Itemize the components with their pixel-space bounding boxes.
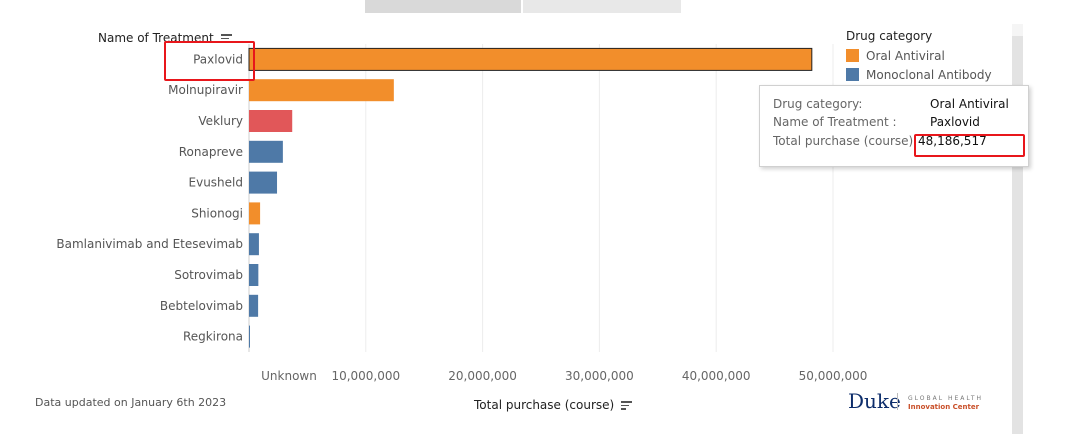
legend-item-oral-antiviral[interactable]: Oral Antiviral — [846, 46, 992, 65]
x-tick-label: 50,000,000 — [799, 369, 868, 383]
sort-icon[interactable] — [621, 401, 633, 410]
tooltip-key: Name of Treatment : — [773, 115, 897, 129]
legend-swatch — [846, 49, 859, 62]
bar[interactable] — [249, 171, 278, 194]
tooltip-row-total: Total purchase (course): 48,186,517 — [773, 134, 1023, 150]
legend-item-monoclonal-antibody[interactable]: Monoclonal Antibody — [846, 65, 992, 84]
logo-divider — [897, 393, 898, 410]
tooltip-key: Total purchase (course): — [773, 134, 918, 148]
bar[interactable] — [249, 79, 394, 102]
x-tick-label: 30,000,000 — [565, 369, 634, 383]
data-updated-note: Data updated on January 6th 2023 — [35, 396, 227, 409]
legend-title: Drug category — [846, 29, 933, 43]
category-label: Bebtelovimab — [160, 299, 243, 313]
category-label: Sotrovimab — [174, 268, 243, 282]
bar[interactable] — [249, 264, 259, 286]
legend-swatch — [846, 68, 859, 81]
bar[interactable] — [249, 233, 259, 256]
tab-2[interactable] — [523, 0, 681, 13]
category-label: Regkirona — [183, 330, 243, 344]
ghic-line1: GLOBAL HEALTH — [908, 395, 984, 402]
x-tick-label: 40,000,000 — [682, 369, 751, 383]
category-label: Bamlanivimab and Etesevimab — [56, 237, 243, 251]
legend-scrollbar[interactable] — [1012, 24, 1023, 434]
tooltip-key: Drug category: — [773, 97, 863, 111]
x-tick-label: 20,000,000 — [448, 369, 517, 383]
tooltip-value: 48,186,517 — [915, 134, 987, 148]
x-axis-title: Total purchase (course) — [474, 398, 615, 412]
duke-logo: Duke — [848, 389, 901, 413]
tooltip: Drug category: Oral Antiviral Name of Tr… — [759, 85, 1029, 167]
legend-label: Monoclonal Antibody — [866, 67, 992, 82]
bar[interactable] — [249, 140, 283, 163]
category-label: Veklury — [198, 114, 243, 128]
tooltip-value: Paxlovid — [930, 115, 980, 129]
category-label: Ronapreve — [179, 145, 243, 159]
tab-1[interactable] — [365, 0, 521, 13]
ghic-logo: GLOBAL HEALTH Innovation Center — [908, 394, 983, 412]
bar[interactable] — [249, 325, 250, 348]
scrollbar-thumb[interactable] — [1012, 24, 1023, 36]
x-tick-label: 10,000,000 — [331, 369, 400, 383]
highlight-box-paxlovid — [164, 41, 255, 81]
x-axis-header[interactable]: Total purchase (course) — [474, 398, 633, 412]
bar[interactable] — [249, 294, 259, 317]
top-tab-bar — [365, 0, 681, 13]
bar[interactable] — [248, 47, 813, 71]
category-label: Molnupiravir — [168, 83, 243, 97]
category-label: Evusheld — [189, 176, 243, 190]
bar[interactable] — [249, 110, 293, 132]
highlight-box-total — [914, 134, 1025, 157]
bar[interactable] — [249, 202, 261, 225]
tooltip-value: Oral Antiviral — [930, 97, 1009, 111]
ghic-line2: Innovation Center — [908, 403, 980, 411]
category-label: Shionogi — [191, 206, 243, 220]
legend: Drug category Oral Antiviral Monoclonal … — [846, 29, 992, 84]
x-tick-label: Unknown — [261, 369, 317, 383]
category-label: Paxlovid — [193, 52, 243, 66]
legend-label: Oral Antiviral — [866, 48, 945, 63]
